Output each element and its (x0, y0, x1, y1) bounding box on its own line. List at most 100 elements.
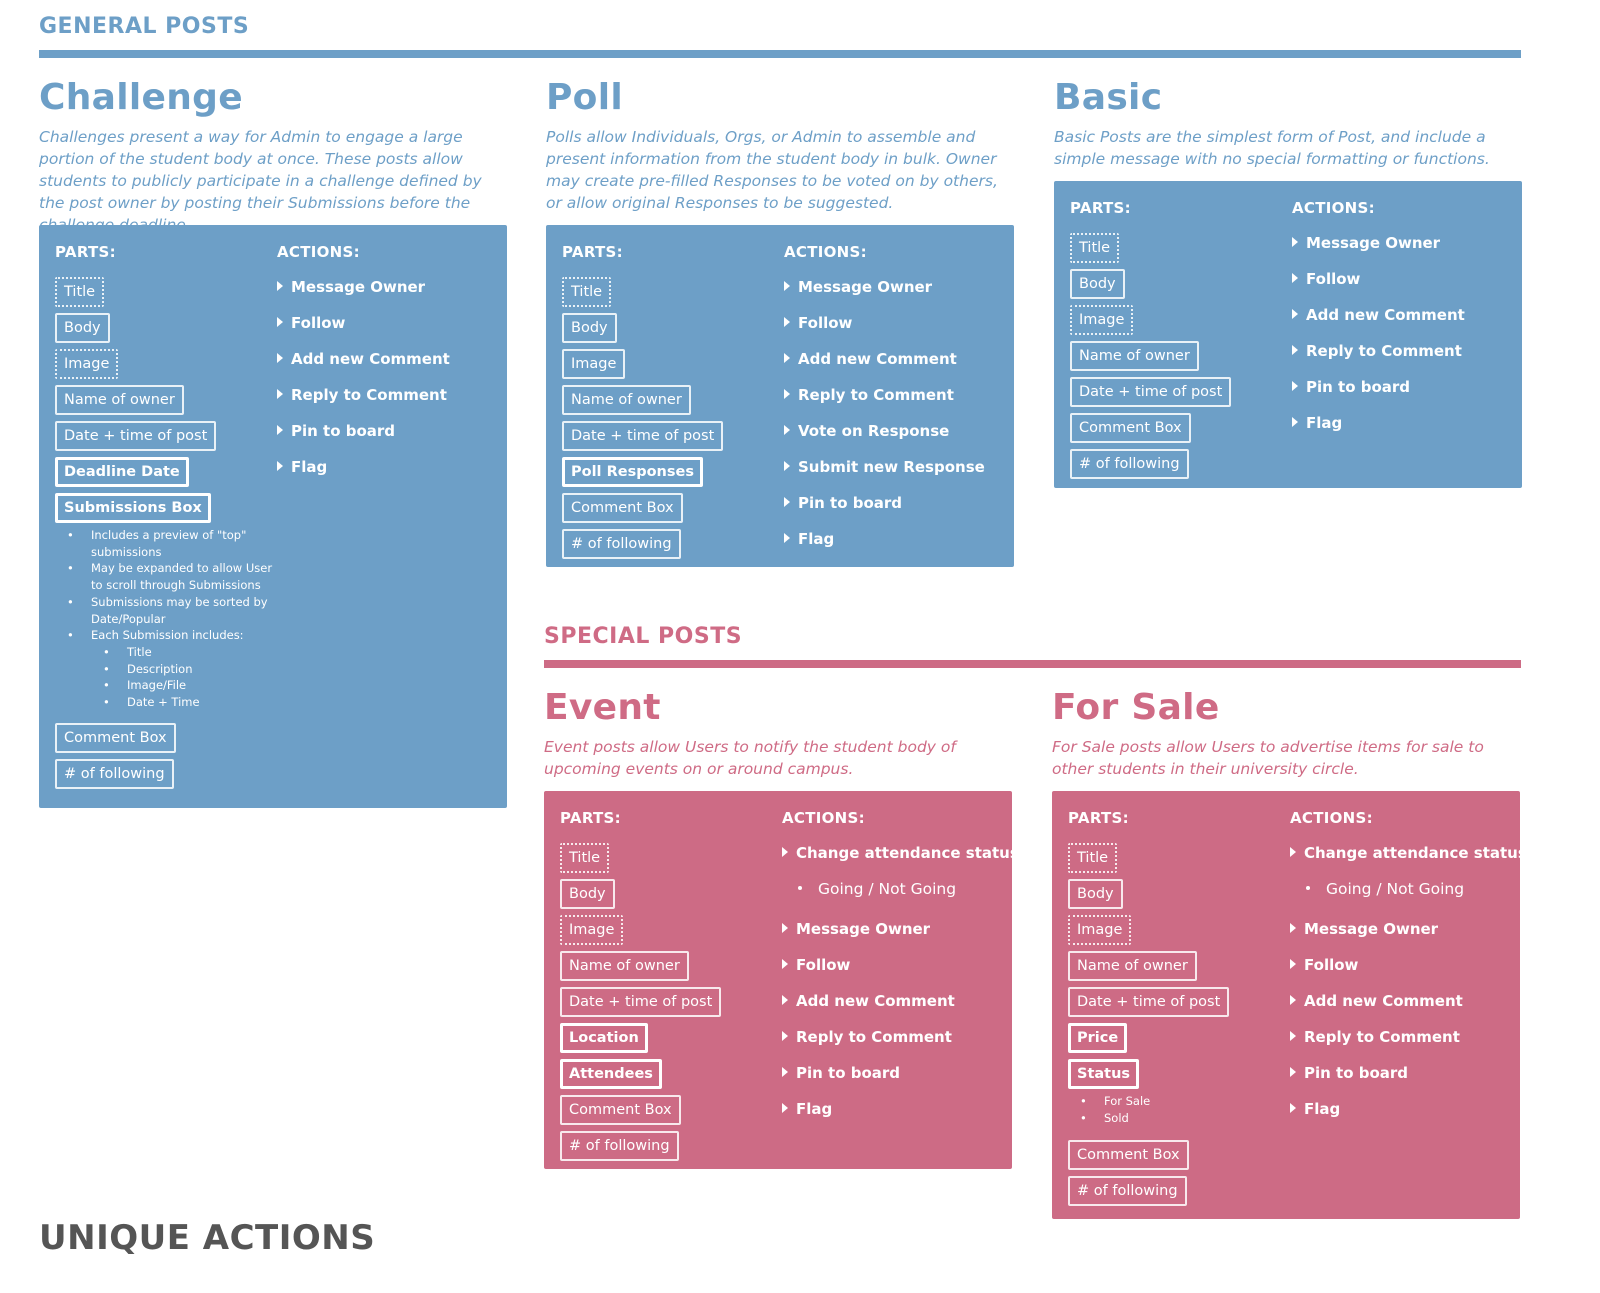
triangle-bullet-icon (784, 281, 790, 291)
triangle-bullet-icon (277, 281, 283, 291)
forsale-actions: ACTIONS: Change attendance status Going … (1290, 809, 1527, 1135)
basic-description: Basic Posts are the simplest form of Pos… (1054, 128, 1490, 168)
note-item: Each Submission includes: (67, 627, 287, 644)
action-item: Message Owner (784, 277, 985, 313)
part-status: Status (1068, 1059, 1140, 1089)
part-poll-responses: Poll Responses (562, 457, 703, 487)
triangle-bullet-icon (277, 425, 283, 435)
basic-parts: PARTS: Title Body Image Name of owner Da… (1070, 199, 1232, 485)
poll-section: Poll Polls allow Individuals, Orgs, or A… (546, 76, 1016, 214)
submissions-notes: Includes a preview of "top" submissions … (55, 527, 287, 711)
triangle-bullet-icon (277, 353, 283, 363)
part-name-of-owner: Name of owner (1070, 341, 1199, 371)
challenge-title: Challenge (39, 77, 243, 118)
event-parts: PARTS: Title Body Image Name of owner Da… (560, 809, 722, 1167)
event-panel: PARTS: Title Body Image Name of owner Da… (544, 791, 1019, 1169)
action-item: Follow (277, 313, 450, 349)
action-item: Add new Comment (1292, 305, 1465, 341)
part-name-of-owner: Name of owner (560, 951, 689, 981)
action-item: Vote on Response (784, 421, 985, 457)
parts-label: PARTS: (55, 243, 116, 261)
triangle-bullet-icon (784, 353, 790, 363)
part-image: Image (55, 349, 119, 379)
subnote-item: Title (67, 644, 287, 661)
action-item: Message Owner (782, 919, 1019, 955)
part-title: Title (1070, 233, 1120, 263)
unique-actions-header: UNIQUE ACTIONS (39, 1218, 376, 1258)
part-comment-box: Comment Box (55, 722, 176, 753)
triangle-bullet-icon (1292, 381, 1298, 391)
part-body: Body (1070, 269, 1125, 299)
part-price: Price (1068, 1023, 1128, 1053)
part-following-count: # of following (1070, 449, 1189, 479)
triangle-bullet-icon (1292, 237, 1298, 247)
challenge-panel: PARTS: Title Body Image Name of owner Da… (39, 225, 507, 808)
status-note-item: Sold (1080, 1110, 1229, 1127)
part-title: Title (560, 843, 610, 873)
action-item: Pin to board (784, 493, 985, 529)
part-date-time: Date + time of post (560, 987, 722, 1017)
part-comment-box: Comment Box (1068, 1140, 1189, 1171)
part-following-count: # of following (1068, 1176, 1187, 1207)
part-following-count: # of following (562, 529, 681, 559)
challenge-section: Challenge Challenges present a way for A… (39, 76, 509, 236)
triangle-bullet-icon (782, 923, 788, 933)
status-notes: For Sale Sold (1068, 1093, 1229, 1126)
triangle-bullet-icon (784, 425, 790, 435)
part-comment-box: Comment Box (1070, 413, 1191, 443)
action-item: Message Owner (1292, 233, 1465, 269)
part-body: Body (560, 879, 615, 909)
part-name-of-owner: Name of owner (1068, 951, 1197, 981)
part-image: Image (560, 915, 624, 945)
note-item: Includes a preview of "top" submissions (67, 527, 287, 560)
triangle-bullet-icon (277, 389, 283, 399)
parts-label: PARTS: (1070, 199, 1131, 217)
forsale-description: For Sale posts allow Users to advertise … (1052, 738, 1484, 778)
triangle-bullet-icon (782, 959, 788, 969)
forsale-panel: PARTS: Title Body Image Name of owner Da… (1052, 791, 1527, 1219)
triangle-bullet-icon (1290, 1103, 1296, 1113)
parts-label: PARTS: (562, 243, 623, 261)
action-item: Change attendance status (782, 843, 1019, 879)
part-name-of-owner: Name of owner (55, 385, 184, 415)
action-item: Reply to Comment (1290, 1027, 1527, 1063)
triangle-bullet-icon (1292, 417, 1298, 427)
part-date-time: Date + time of post (1068, 987, 1230, 1017)
parts-label: PARTS: (560, 809, 621, 827)
challenge-description: Challenges present a way for Admin to en… (39, 128, 482, 234)
action-item: Add new Comment (1290, 991, 1527, 1027)
part-image: Image (562, 349, 626, 379)
action-item: Flag (1290, 1099, 1527, 1135)
triangle-bullet-icon (784, 317, 790, 327)
triangle-bullet-icon (1292, 309, 1298, 319)
part-title: Title (562, 277, 612, 307)
part-body: Body (55, 313, 110, 343)
part-body: Body (1068, 879, 1123, 909)
poll-panel: PARTS: Title Body Image Name of owner Da… (546, 225, 1014, 567)
action-item: Pin to board (1292, 377, 1465, 413)
event-title: Event (544, 687, 661, 728)
triangle-bullet-icon (1290, 923, 1296, 933)
parts-label: PARTS: (1068, 809, 1129, 827)
action-item: Reply to Comment (277, 385, 450, 421)
part-body: Body (562, 313, 617, 343)
part-date-time: Date + time of post (1070, 377, 1232, 407)
triangle-bullet-icon (1292, 273, 1298, 283)
part-comment-box: Comment Box (562, 493, 683, 523)
triangle-bullet-icon (784, 497, 790, 507)
part-date-time: Date + time of post (55, 421, 217, 451)
event-section: Event Event posts allow Users to notify … (544, 686, 1014, 780)
action-subitem: Going / Not Going (1290, 879, 1527, 919)
action-item: Message Owner (277, 277, 450, 313)
action-item: Change attendance status (1290, 843, 1527, 879)
action-item: Follow (784, 313, 985, 349)
basic-section: Basic Basic Posts are the simplest form … (1054, 76, 1524, 170)
action-item: Message Owner (1290, 919, 1527, 955)
basic-panel: PARTS: Title Body Image Name of owner Da… (1054, 181, 1522, 488)
actions-label: ACTIONS: (277, 243, 360, 261)
action-item: Flag (277, 457, 450, 493)
action-item: Pin to board (1290, 1063, 1527, 1099)
action-item: Add new Comment (277, 349, 450, 385)
triangle-bullet-icon (1290, 959, 1296, 969)
part-title: Title (1068, 843, 1118, 873)
